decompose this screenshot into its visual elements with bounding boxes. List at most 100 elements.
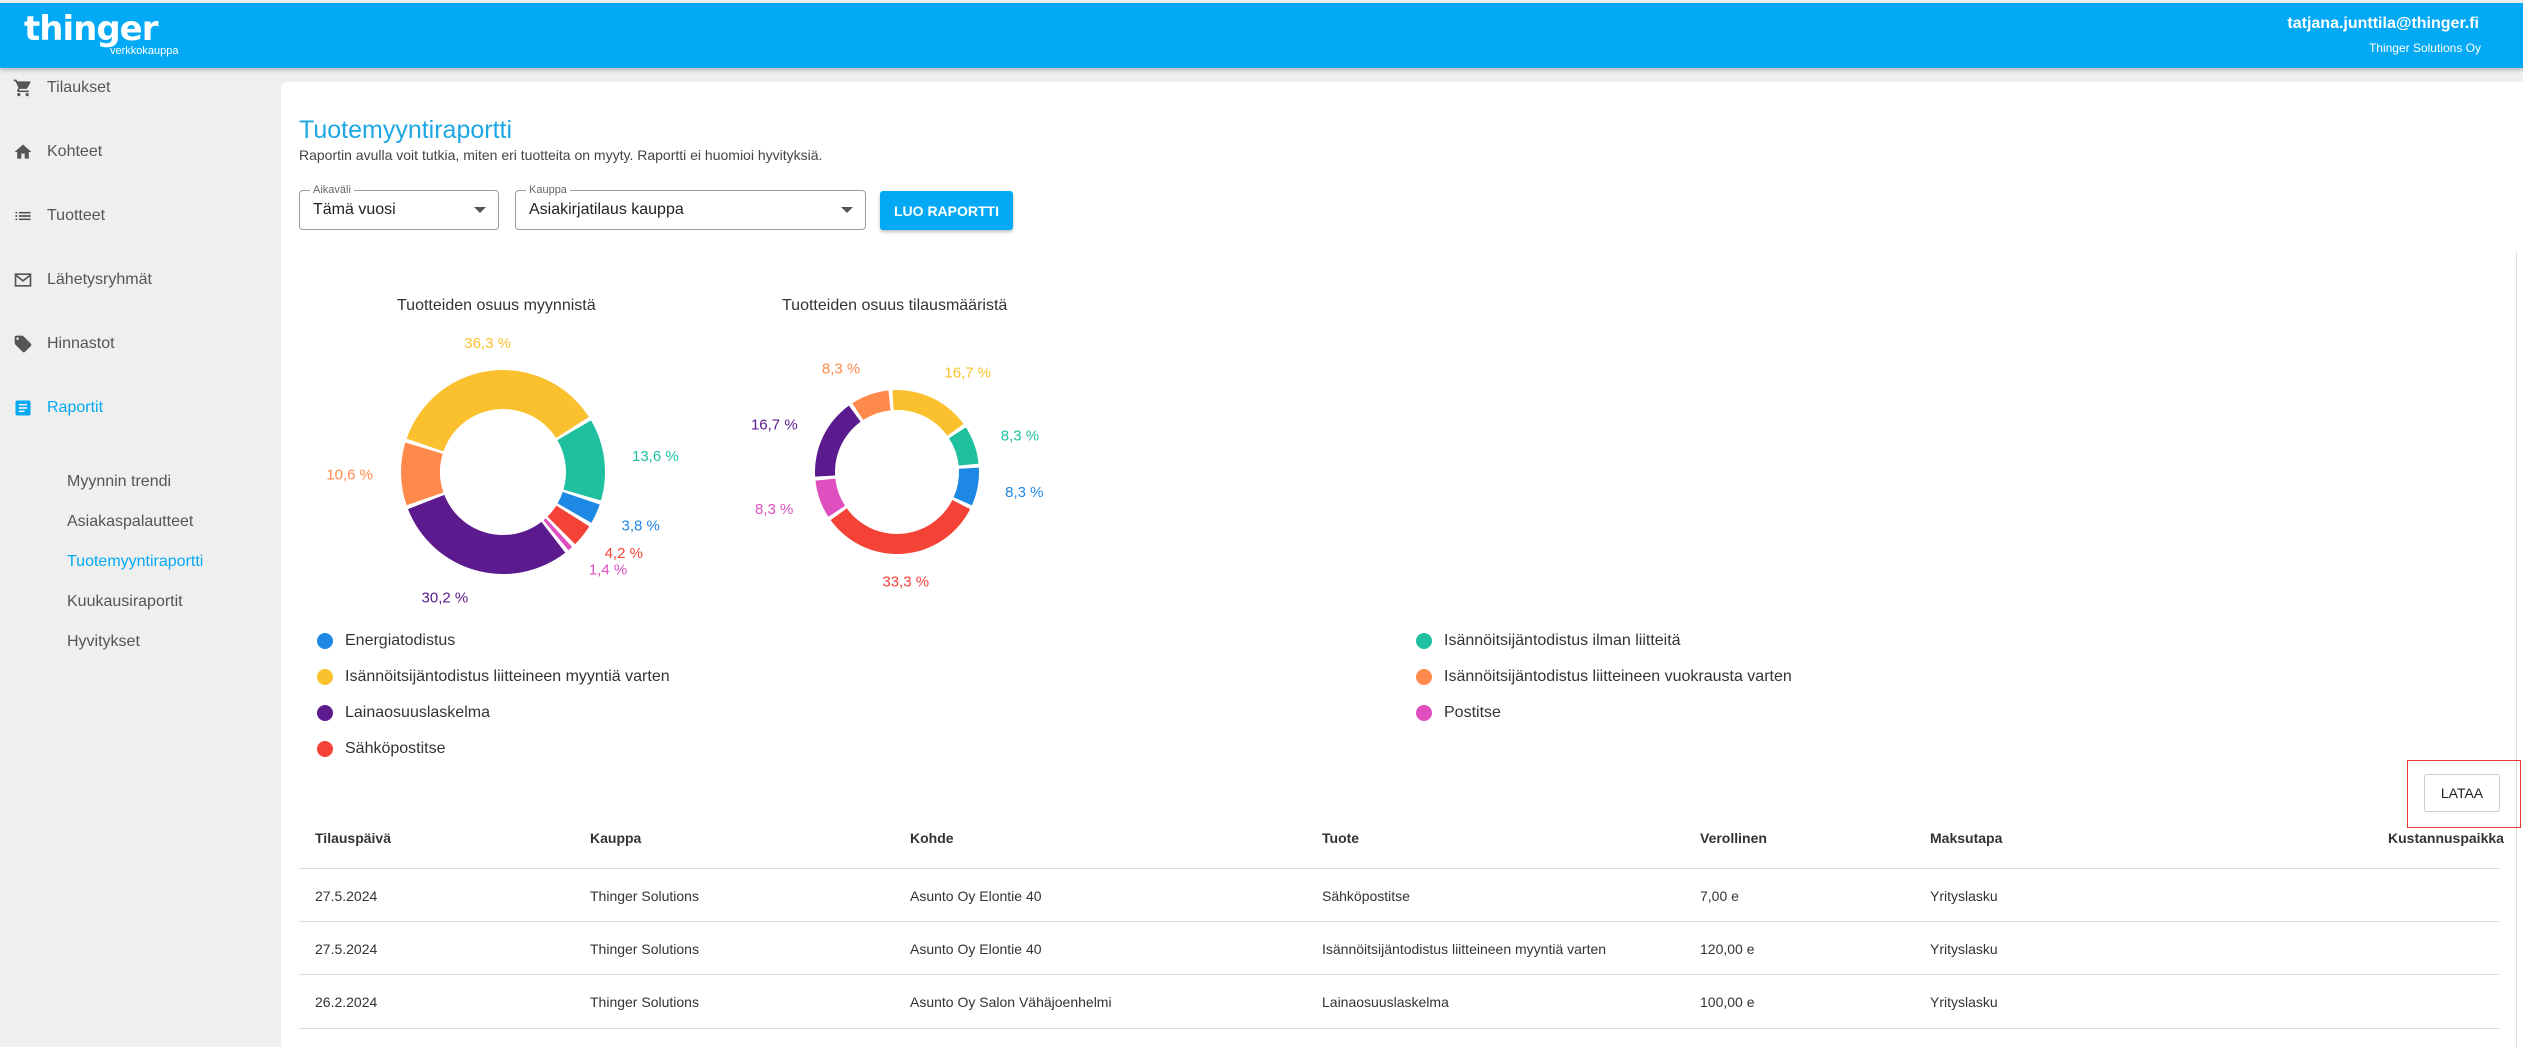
scrollbar[interactable]	[2516, 252, 2517, 1047]
donut-slice-sahkopostitse[interactable]	[830, 500, 971, 554]
sidebar-item-hinnastot[interactable]: Hinnastot	[0, 324, 280, 364]
legend-label: Sähköpostitse	[345, 740, 446, 757]
chart-title-sales: Tuotteiden osuus myynnistä	[397, 297, 596, 314]
sidebar-item-raportit[interactable]: Raportit	[0, 388, 280, 428]
cell-maksutapa: Yrityslasku	[1930, 941, 1998, 957]
donut-slice-isannoitsijantodistus-liitteineen-myyntia-varten[interactable]	[892, 390, 964, 436]
table-row[interactable]: 27.5.2024 Thinger Solutions Asunto Oy El…	[299, 921, 2499, 975]
legend-item-isannoitsija-myynti[interactable]: Isännöitsijäntodistus liitteineen myynti…	[317, 668, 670, 686]
sidebar-item-kohteet[interactable]: Kohteet	[0, 132, 280, 172]
page-description: Raportin avulla voit tutkia, miten eri t…	[299, 147, 823, 163]
donut-slice-energiatodistus[interactable]	[557, 492, 600, 523]
sidebar-item-label: Hinnastot	[47, 335, 115, 352]
user-email[interactable]: tatjana.junttila@thinger.fi	[2287, 15, 2479, 32]
highlight-box	[2407, 760, 2521, 828]
donut-slice-isannoitsijantodistus-liitteineen-vuokrausta-varten[interactable]	[401, 442, 444, 506]
cell-kauppa: Thinger Solutions	[590, 888, 699, 904]
donut-slice-label: 16,7 %	[751, 417, 798, 434]
sidebar-item-label: Lähetysryhmät	[47, 271, 152, 288]
legend-dot	[1416, 705, 1432, 721]
sidebar-subitem-myynnin-trendi[interactable]: Myynnin trendi	[67, 473, 172, 490]
sidebar-subitem-hyvitykset[interactable]: Hyvitykset	[67, 633, 140, 650]
legend-dot	[1416, 669, 1432, 685]
donut-slice-isannoitsijantodistus-liitteineen-myyntia-varten[interactable]	[406, 370, 589, 452]
legend-item-isannoitsija-vuokraus[interactable]: Isännöitsijäntodistus liitteineen vuokra…	[1416, 668, 1792, 686]
table-row[interactable]: 26.2.2024 Thinger Solutions Asunto Oy Sa…	[299, 974, 2499, 1029]
sidebar-subitem-kuukausiraportit[interactable]: Kuukausiraportit	[67, 593, 183, 610]
column-header-verollinen[interactable]: Verollinen	[1700, 830, 1767, 846]
column-header-tuote[interactable]: Tuote	[1322, 830, 1360, 846]
donut-slice-isannoitsijantodistus-liitteineen-vuokrausta-varten[interactable]	[852, 390, 891, 421]
generate-report-button[interactable]: LUO RAPORTTI	[880, 191, 1013, 230]
sidebar-item-tilaukset[interactable]: Tilaukset	[0, 68, 280, 108]
report-icon	[12, 397, 34, 419]
sidebar-item-label: Tilaukset	[47, 79, 111, 96]
period-select-value: Tämä vuosi	[313, 201, 396, 218]
legend-item-energiatodistus[interactable]: Energiatodistus	[317, 632, 455, 650]
table-row[interactable]: 27.5.2024 Thinger Solutions Asunto Oy El…	[299, 868, 2499, 922]
sidebar-item-label: Raportit	[47, 399, 104, 416]
donut-slice-isannoitsijantodistus-ilman-liitteita[interactable]	[557, 420, 605, 501]
period-select-label: Aikaväli	[310, 184, 354, 196]
donut-slice-label: 33,3 %	[882, 574, 929, 591]
store-select[interactable]: Kauppa Asiakirjatilaus kauppa	[515, 184, 866, 230]
donut-slice-postitse[interactable]	[815, 478, 846, 517]
app-bar: thinger verkkokauppa tatjana.junttila@th…	[0, 3, 2523, 68]
column-header-kustannuspaikka[interactable]: Kustannuspaikka	[2388, 830, 2504, 846]
list-icon	[12, 205, 34, 227]
donut-slice-label: 8,3 %	[822, 360, 860, 377]
column-header-maksutapa[interactable]: Maksutapa	[1930, 830, 2003, 846]
sidebar-item-lahetysryhmat[interactable]: Lähetysryhmät	[0, 260, 280, 300]
sidebar: Tilaukset Kohteet Tuotteet Lähetysryhmät…	[0, 68, 280, 1047]
download-button[interactable]: LATAA	[2424, 774, 2500, 812]
column-header-kohde[interactable]: Kohde	[910, 830, 954, 846]
cart-icon	[12, 77, 34, 99]
donut-slice-label: 36,3 %	[464, 335, 511, 352]
donut-slice-postitse[interactable]	[543, 518, 573, 551]
donut-slice-sahkopostitse[interactable]	[547, 505, 590, 545]
mail-icon	[12, 269, 34, 291]
cell-tilauspaiva: 27.5.2024	[315, 888, 378, 904]
donut-slice-label: 8,3 %	[1005, 484, 1043, 501]
legend-label: Lainaosuuslaskelma	[345, 704, 490, 721]
legend-item-postitse[interactable]: Postitse	[1416, 704, 1501, 722]
logo[interactable]: thinger	[24, 9, 158, 49]
donut-slice-label: 16,7 %	[944, 365, 991, 382]
donut-slice-label: 8,3 %	[1001, 427, 1039, 444]
dropdown-arrow-icon	[841, 207, 853, 213]
cell-kohde: Asunto Oy Elontie 40	[910, 941, 1042, 957]
cell-kauppa: Thinger Solutions	[590, 941, 699, 957]
donut-slice-lainaosuuslaskelma[interactable]	[407, 494, 566, 574]
donut-slice-label: 3,8 %	[622, 517, 660, 534]
legend-label: Isännöitsijäntodistus liitteineen myynti…	[345, 668, 670, 685]
cell-tuote: Sähköpostitse	[1322, 888, 1410, 904]
legend-label: Energiatodistus	[345, 632, 456, 649]
cell-verollinen: 7,00 e	[1700, 888, 1739, 904]
donut-slice-label: 13,6 %	[632, 448, 679, 465]
sidebar-item-tuotteet[interactable]: Tuotteet	[0, 196, 280, 236]
donut-charts: 13,6 % 3,8 % 4,2 %1,4 % 30,2 % 10,6 % 36,3 % 8…	[326, 335, 1043, 606]
donut-slice-isannoitsijantodistus-ilman-liitteita[interactable]	[949, 427, 979, 466]
donut-slice-energiatodistus[interactable]	[953, 467, 979, 506]
legend-dot	[317, 705, 333, 721]
page-title: Tuotemyyntiraportti	[299, 116, 513, 144]
legend-dot	[317, 633, 333, 649]
legend-item-isannoitsija-ilman[interactable]: Isännöitsijäntodistus ilman liitteitä	[1416, 632, 1681, 650]
column-header-kauppa[interactable]: Kauppa	[590, 830, 642, 846]
column-header-tilauspaiva[interactable]: Tilauspäivä	[315, 830, 392, 846]
logo-subtitle: verkkokauppa	[110, 45, 179, 57]
legend-dot	[317, 741, 333, 757]
sidebar-subitem-asiakaspalautteet[interactable]: Asiakaspalautteet	[67, 513, 194, 530]
donut-slice-label: 10,6 %	[326, 467, 373, 484]
legend-item-lainaosuuslaskelma[interactable]: Lainaosuuslaskelma	[317, 704, 490, 722]
sidebar-subitem-tuotemyyntiraportti[interactable]: Tuotemyyntiraportti	[67, 553, 204, 570]
cell-maksutapa: Yrityslasku	[1930, 994, 1998, 1010]
donut-slice-lainaosuuslaskelma[interactable]	[814, 405, 861, 477]
report-card: Tuotemyyntiraportti Raportin avulla voit…	[281, 82, 2523, 1047]
period-select[interactable]: Aikaväli Tämä vuosi	[299, 184, 499, 230]
sidebar-item-label: Tuotteet	[47, 207, 106, 224]
chart-title-orders: Tuotteiden osuus tilausmääristä	[782, 297, 1008, 314]
sidebar-item-label: Kohteet	[47, 143, 103, 160]
legend-item-sahkopostitse[interactable]: Sähköpostitse	[317, 740, 446, 758]
legend-label: Postitse	[1444, 704, 1501, 721]
